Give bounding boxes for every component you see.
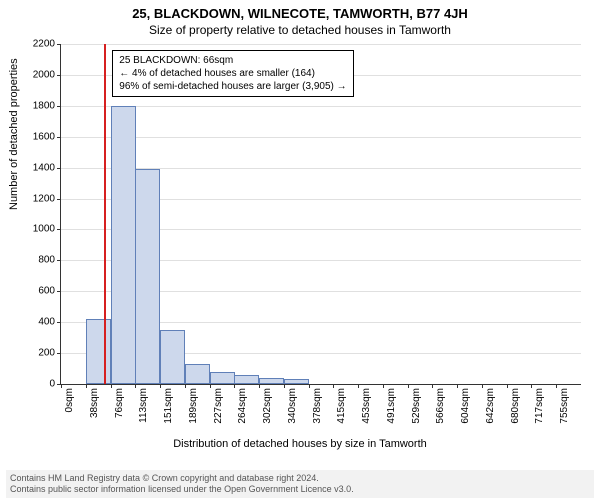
xtick-label: 453sqm [361, 388, 372, 424]
ytick-label: 1800 [15, 100, 55, 111]
footer-line-1: Contains HM Land Registry data © Crown c… [10, 473, 590, 484]
xtick-mark [234, 384, 235, 388]
xtick-mark [61, 384, 62, 388]
ytick-label: 0 [15, 379, 55, 390]
ytick-mark [57, 260, 61, 261]
histogram-bar [234, 375, 259, 384]
ytick-label: 200 [15, 348, 55, 359]
x-axis-label: Distribution of detached houses by size … [0, 438, 600, 450]
footer-attribution: Contains HM Land Registry data © Crown c… [6, 470, 594, 498]
xtick-mark [309, 384, 310, 388]
gridline [61, 137, 581, 138]
xtick-mark [111, 384, 112, 388]
xtick-mark [531, 384, 532, 388]
xtick-mark [383, 384, 384, 388]
chart-title-address: 25, BLACKDOWN, WILNECOTE, TAMWORTH, B77 … [0, 0, 600, 21]
chart-title-desc: Size of property relative to detached ho… [0, 21, 600, 37]
ytick-label: 2000 [15, 69, 55, 80]
annotation-line-2: ← 4% of detached houses are smaller (164… [119, 67, 346, 80]
xtick-label: 76sqm [114, 388, 125, 418]
xtick-label: 566sqm [435, 388, 446, 424]
xtick-mark [185, 384, 186, 388]
xtick-mark [210, 384, 211, 388]
xtick-mark [86, 384, 87, 388]
xtick-label: 113sqm [138, 388, 149, 423]
xtick-mark [135, 384, 136, 388]
ytick-mark [57, 229, 61, 230]
histogram-bar [185, 364, 210, 384]
ytick-mark [57, 353, 61, 354]
xtick-mark [259, 384, 260, 388]
ytick-mark [57, 44, 61, 45]
xtick-label: 529sqm [411, 388, 422, 424]
gridline [61, 106, 581, 107]
xtick-label: 227sqm [213, 388, 224, 424]
ytick-mark [57, 137, 61, 138]
xtick-mark [556, 384, 557, 388]
plot-area: 0200400600800100012001400160018002000220… [60, 44, 580, 404]
ytick-mark [57, 291, 61, 292]
annotation-line-3: 96% of semi-detached houses are larger (… [119, 80, 346, 93]
xtick-mark [432, 384, 433, 388]
xtick-mark [160, 384, 161, 388]
xtick-mark [333, 384, 334, 388]
ytick-label: 2200 [15, 39, 55, 50]
ytick-label: 1600 [15, 131, 55, 142]
histogram-bar [160, 330, 185, 384]
ytick-label: 600 [15, 286, 55, 297]
histogram-bar [259, 378, 284, 384]
ytick-label: 1000 [15, 224, 55, 235]
ytick-label: 400 [15, 317, 55, 328]
xtick-mark [408, 384, 409, 388]
xtick-label: 491sqm [386, 388, 397, 424]
xtick-label: 151sqm [163, 388, 174, 424]
xtick-label: 717sqm [534, 388, 545, 424]
xtick-mark [482, 384, 483, 388]
xtick-label: 755sqm [559, 388, 570, 424]
xtick-label: 0sqm [64, 388, 75, 412]
xtick-label: 189sqm [188, 388, 199, 424]
plot-inner: 0200400600800100012001400160018002000220… [60, 44, 581, 385]
histogram-bar [111, 106, 136, 384]
ytick-mark [57, 106, 61, 107]
histogram-bar [86, 319, 111, 384]
gridline [61, 44, 581, 45]
xtick-label: 642sqm [485, 388, 496, 424]
annotation-box: 25 BLACKDOWN: 66sqm← 4% of detached hous… [112, 50, 353, 97]
xtick-mark [284, 384, 285, 388]
xtick-label: 604sqm [460, 388, 471, 424]
ytick-mark [57, 168, 61, 169]
ytick-label: 1200 [15, 193, 55, 204]
xtick-label: 264sqm [237, 388, 248, 424]
xtick-label: 378sqm [312, 388, 323, 424]
xtick-label: 340sqm [287, 388, 298, 424]
histogram-bar [210, 372, 235, 384]
ytick-mark [57, 75, 61, 76]
xtick-mark [358, 384, 359, 388]
xtick-label: 680sqm [510, 388, 521, 424]
xtick-mark [457, 384, 458, 388]
ytick-mark [57, 322, 61, 323]
xtick-label: 415sqm [336, 388, 347, 424]
reference-line [104, 44, 106, 384]
xtick-label: 38sqm [89, 388, 100, 418]
annotation-line-1: 25 BLACKDOWN: 66sqm [119, 54, 346, 67]
ytick-mark [57, 199, 61, 200]
footer-line-2: Contains public sector information licen… [10, 484, 590, 495]
histogram-bar [135, 169, 160, 384]
ytick-label: 1400 [15, 162, 55, 173]
histogram-bar [284, 379, 309, 384]
ytick-label: 800 [15, 255, 55, 266]
xtick-label: 302sqm [262, 388, 273, 424]
xtick-mark [507, 384, 508, 388]
